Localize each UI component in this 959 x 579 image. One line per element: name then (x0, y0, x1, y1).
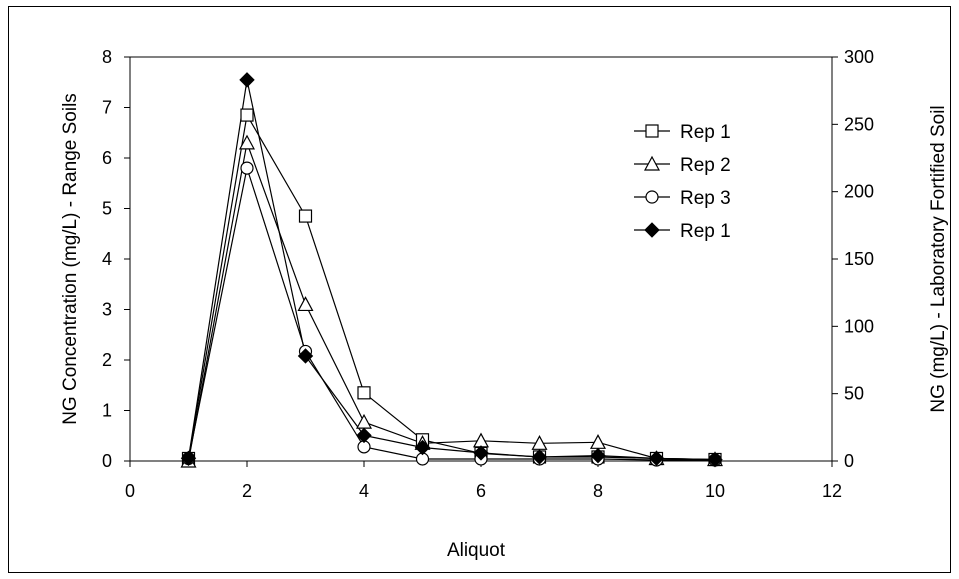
y-tick-label: 4 (102, 249, 112, 269)
y2-tick-label: 150 (844, 249, 874, 269)
y-tick-label: 5 (102, 199, 112, 219)
data-point-series-4 (297, 348, 314, 364)
data-point-series-2 (238, 134, 256, 150)
data-point-series-4 (180, 450, 197, 467)
series-line-2 (187, 140, 716, 462)
legend-marker-4 (644, 222, 660, 238)
y2-axis-title: NG (mg/L) - Laboratory Fortified Soil (928, 105, 949, 412)
legend: Rep 1 Rep 2 Rep 3 Rep 1 (634, 122, 731, 242)
data-point-series-2 (297, 296, 314, 312)
data-point-series-4 (414, 439, 431, 456)
y-tick-label: 3 (102, 300, 112, 320)
legend-marker-1 (645, 124, 659, 138)
x-tick-label: 12 (822, 481, 842, 501)
chart-frame (8, 6, 951, 573)
series-markers (180, 72, 724, 468)
x-tick-label: 4 (359, 481, 369, 501)
data-point-series-1 (357, 386, 371, 400)
data-point-series-2 (472, 432, 490, 448)
legend-label-4: Rep 1 (680, 221, 731, 242)
series-lines (187, 79, 716, 462)
data-point-series-1 (298, 209, 313, 223)
data-point-series-3 (240, 161, 254, 175)
y-tick-label: 8 (102, 47, 112, 67)
x-tick-label: 0 (125, 481, 135, 501)
y2-tick-label: 50 (844, 384, 864, 404)
legend-label-2: Rep 2 (680, 155, 731, 176)
legend-marker-3 (645, 190, 659, 204)
y-axis-title: NG Concentration (mg/L) - Range Soils (60, 93, 81, 425)
y2-tick-label: 100 (844, 316, 874, 336)
plot-area-border (129, 56, 833, 462)
data-point-series-4 (531, 449, 548, 465)
x-tick-label: 8 (593, 481, 603, 501)
data-point-series-4 (648, 450, 665, 467)
y2-tick-label: 0 (844, 451, 854, 471)
y-tick-label: 7 (102, 98, 112, 118)
data-point-series-1 (240, 108, 254, 122)
x-axis-title: Aliquot (447, 540, 506, 561)
x-tick-label: 2 (242, 481, 252, 501)
data-point-series-2 (355, 413, 373, 429)
legend-marker-2 (643, 155, 661, 171)
data-point-series-4 (473, 445, 489, 461)
y2-tick-label: 300 (844, 47, 874, 67)
series-line-3 (187, 165, 715, 461)
data-point-series-4 (356, 427, 372, 444)
legend-label-1: Rep 1 (680, 122, 731, 143)
x-tick-label: 6 (476, 481, 486, 501)
y-tick-label: 1 (102, 401, 112, 421)
series-line-1 (187, 113, 716, 461)
series-line-4 (187, 79, 716, 461)
y-tick-label: 0 (102, 451, 112, 471)
y-tick-label: 2 (102, 350, 112, 370)
data-point-series-4 (239, 72, 255, 88)
y2-tick-label: 200 (844, 182, 874, 202)
legend-label-3: Rep 3 (680, 188, 731, 209)
y-tick-label: 6 (102, 148, 112, 168)
data-point-series-4 (707, 451, 723, 468)
axes (129, 56, 833, 462)
y2-tick-label: 250 (844, 114, 874, 134)
x-tick-label: 10 (705, 481, 725, 501)
data-point-series-4 (590, 447, 606, 464)
